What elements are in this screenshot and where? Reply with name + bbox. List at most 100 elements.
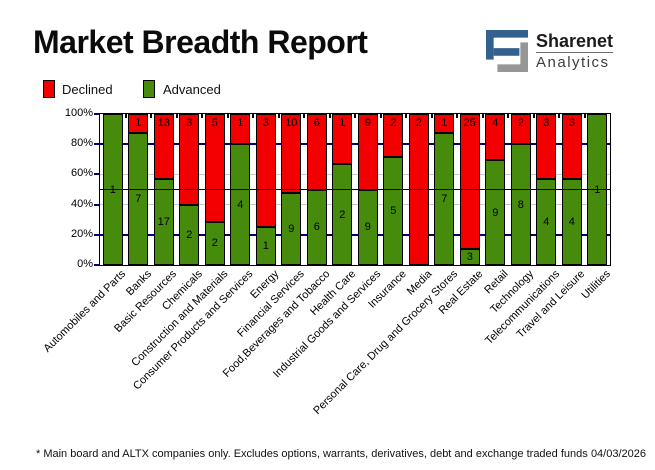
x-tick [583, 114, 586, 118]
bar-basic-resources: 13 17 [153, 114, 174, 265]
x-tick [558, 114, 560, 118]
x-tick [507, 114, 509, 118]
gridline-80 [100, 143, 610, 146]
sharenet-logo-icon [486, 30, 528, 72]
advanced-segment [536, 178, 557, 265]
x-tick [175, 114, 178, 118]
declined-segment [485, 114, 506, 161]
advanced-value: 5 [390, 205, 397, 218]
x-tick [405, 114, 407, 118]
gridline-60 [100, 173, 610, 175]
declined-value: 1 [135, 117, 142, 129]
x-tick [124, 114, 127, 118]
x-tick [328, 114, 331, 118]
x-tick [354, 114, 356, 118]
y-tick [94, 203, 99, 206]
advanced-segment [485, 160, 506, 265]
x-tick [252, 114, 254, 118]
declined-value: 10 [285, 117, 298, 129]
advanced-segment [204, 221, 225, 265]
y-tick [94, 173, 99, 176]
bar-real-estate: 25 3 [459, 114, 480, 265]
advanced-value: 3 [466, 250, 473, 263]
declined-value: 25 [463, 117, 476, 129]
advanced-segment [434, 132, 455, 265]
advanced-value: 7 [135, 192, 142, 205]
bar-financial-services: 10 9 [281, 114, 302, 265]
advanced-value: 6 [313, 221, 320, 234]
declined-value: 5 [211, 117, 218, 129]
advanced-segment [128, 132, 149, 265]
declined-segment [179, 114, 200, 205]
declined-segment [128, 114, 149, 133]
x-tick [303, 114, 305, 118]
advanced-value: 2 [186, 228, 193, 241]
x-tick [379, 114, 382, 118]
legend-advanced-swatch [143, 80, 155, 98]
advanced-value: 7 [441, 192, 448, 205]
declined-segment [459, 114, 480, 249]
x-tick [456, 114, 458, 118]
x-tick [481, 114, 484, 118]
declined-value: 2 [390, 117, 397, 129]
declined-value: 6 [313, 117, 320, 129]
declined-segment [510, 114, 531, 145]
advanced-value: 4 [543, 215, 550, 228]
advanced-value: 8 [517, 198, 524, 211]
y-tick [94, 143, 99, 146]
advanced-value: 9 [288, 223, 295, 236]
x-tick [430, 114, 433, 118]
declined-value: 3 [543, 117, 550, 129]
declined-value: 2 [517, 117, 524, 129]
y-tick-label: 0% [77, 258, 93, 270]
legend-advanced-label: Advanced [163, 82, 221, 97]
footnote: * Main board and ALTX companies only. Ex… [36, 448, 588, 460]
stacked-bar-chart: 1171317325214311096612992521725349283434… [94, 113, 611, 266]
advanced-value: 1 [262, 240, 269, 253]
advanced-value: 4 [568, 215, 575, 228]
declined-segment [434, 114, 455, 133]
declined-value: 3 [186, 117, 193, 129]
logo-sub-name: Analytics [536, 53, 610, 71]
page-title: Market Breadth Report [33, 24, 368, 60]
y-tick [94, 264, 99, 266]
advanced-segment [561, 178, 582, 265]
advanced-segment [179, 204, 200, 265]
declined-segment [332, 114, 353, 165]
declined-value: 1 [237, 117, 244, 129]
x-tick [150, 114, 152, 118]
x-tick [532, 114, 535, 118]
declined-value: 13 [157, 117, 170, 129]
declined-segment [383, 114, 404, 158]
x-tick [201, 114, 203, 118]
y-tick-label: 80% [70, 137, 93, 150]
declined-value: 1 [339, 117, 346, 129]
x-tick [277, 114, 280, 118]
advanced-segment [255, 227, 276, 265]
declined-value: 9 [364, 117, 371, 129]
y-tick-label: 40% [70, 197, 93, 210]
advanced-value: 9 [492, 206, 499, 219]
declined-value: 2 [415, 117, 422, 129]
declined-value: 3 [568, 117, 575, 129]
advanced-value: 4 [237, 198, 244, 211]
declined-segment [281, 114, 302, 194]
x-tick [226, 114, 229, 118]
legend-declined-swatch [43, 80, 55, 98]
y-tick [94, 113, 99, 115]
advanced-segment [230, 144, 251, 265]
declined-value: 3 [262, 117, 269, 129]
y-tick [94, 233, 99, 236]
declined-segment [230, 114, 251, 145]
